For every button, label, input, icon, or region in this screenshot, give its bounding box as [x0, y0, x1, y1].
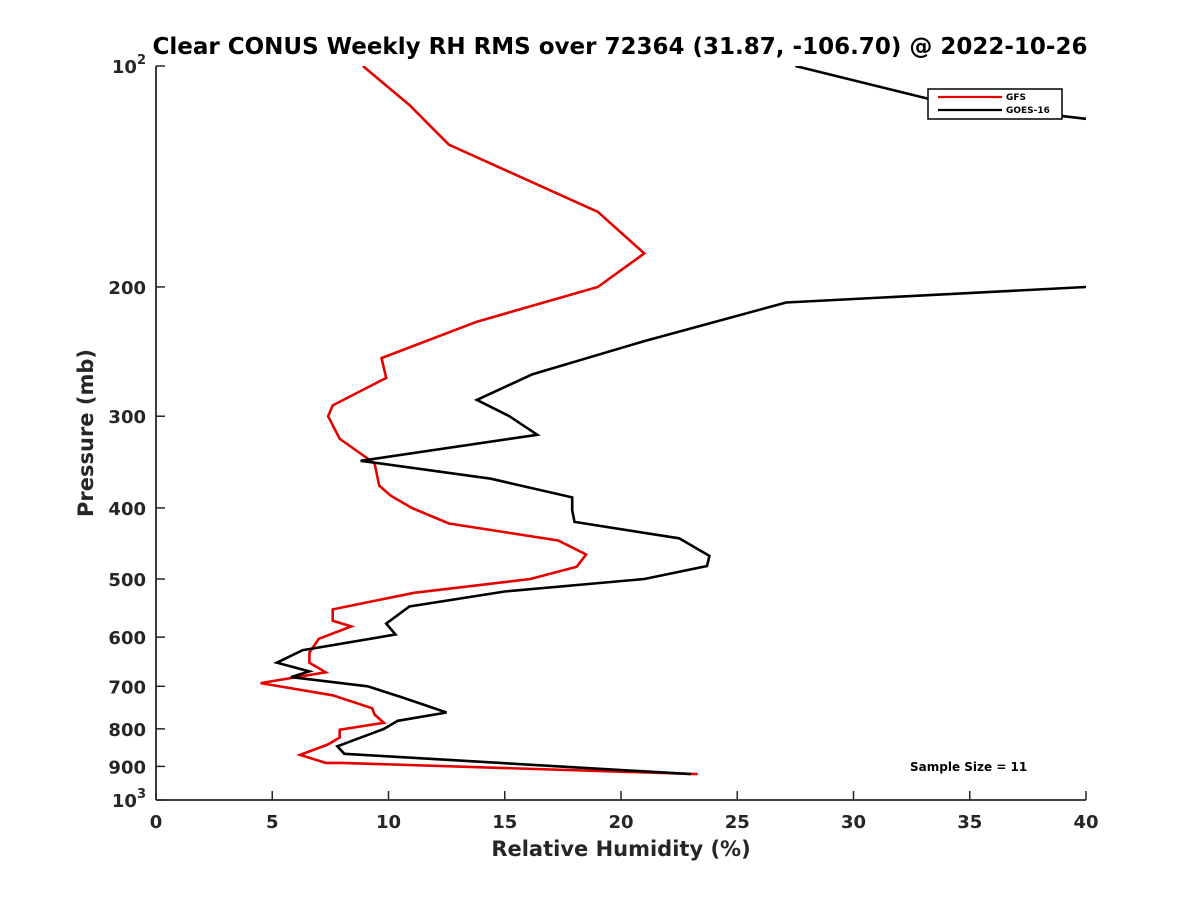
legend: GFS GOES-16: [927, 88, 1063, 120]
x-tick-label: 0: [150, 812, 163, 833]
x-ticks: 0 5 10 15 20 25 30 35 40: [150, 791, 1099, 833]
y-tick-label: 700: [108, 677, 146, 698]
y-tick-label: 300: [108, 407, 146, 428]
y-tick-label: 103: [112, 787, 146, 812]
x-tick-label: 10: [376, 812, 401, 833]
x-tick-label: 5: [266, 812, 279, 833]
y-tick-label: 500: [108, 570, 146, 591]
x-tick-label: 25: [725, 812, 750, 833]
x-tick-label: 20: [608, 812, 633, 833]
y-tick-label: 400: [108, 499, 146, 520]
legend-label-goes16: GOES-16: [1006, 106, 1050, 116]
y-axis-label: Pressure (mb): [74, 349, 98, 517]
y-ticks: 102 200 300 400 500 600 700 800 900 103: [108, 53, 165, 812]
x-tick-label: 30: [841, 812, 866, 833]
y-tick-label: 600: [108, 628, 146, 649]
y-tick-label: 102: [112, 53, 146, 78]
legend-box: [927, 88, 1063, 120]
chart-title: Clear CONUS Weekly RH RMS over 72364 (31…: [153, 34, 1088, 60]
series-line-goes16: [273, 66, 1086, 776]
sample-size-annotation: Sample Size = 11: [910, 760, 1027, 774]
legend-label-gfs: GFS: [1006, 93, 1026, 103]
series-line-gfs: [260, 66, 698, 776]
x-tick-label: 40: [1073, 812, 1098, 833]
x-axis-label: Relative Humidity (%): [491, 837, 750, 861]
y-tick-label: 200: [108, 278, 146, 299]
y-tick-label: 900: [108, 757, 146, 778]
x-tick-label: 15: [492, 812, 517, 833]
y-tick-label: 800: [108, 720, 146, 741]
series-layer: [260, 66, 1086, 776]
x-tick-label: 35: [957, 812, 982, 833]
